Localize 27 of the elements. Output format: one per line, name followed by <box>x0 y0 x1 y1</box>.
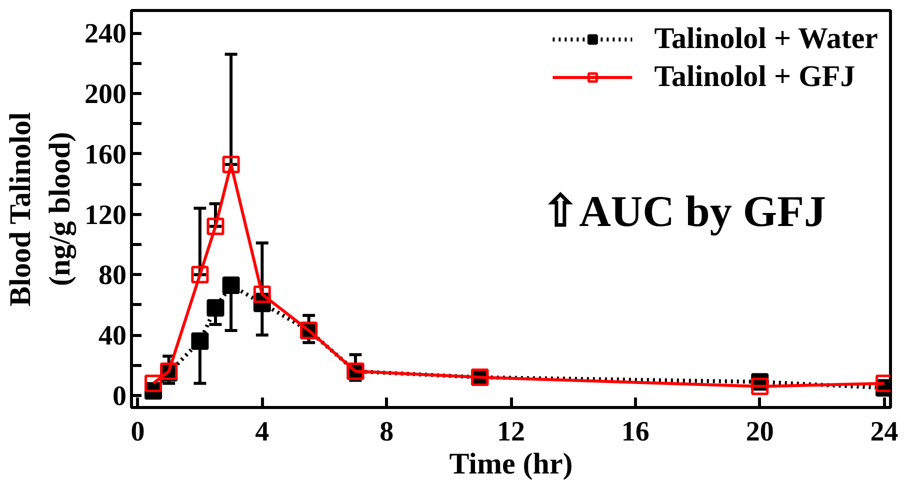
x-tick-label: 20 <box>746 416 774 448</box>
y-tick-label: 160 <box>84 139 126 170</box>
point <box>253 286 271 304</box>
y-axis-title: Blood Talinolol (ng/g blood) <box>4 112 76 306</box>
y-tick-label: 40 <box>98 320 126 352</box>
x-tick-label: 12 <box>497 416 525 448</box>
point <box>222 156 240 174</box>
point <box>751 378 769 396</box>
x-tick-label: 16 <box>621 416 650 448</box>
y-tick-label: 0 <box>112 380 126 412</box>
y-tick-label: 240 <box>84 18 126 50</box>
point <box>144 374 162 392</box>
y-tick-label: 120 <box>84 200 126 231</box>
legend-label: Talinolol + Water <box>654 22 878 56</box>
point <box>222 276 240 294</box>
y-tick-label: 80 <box>98 260 126 292</box>
x-axis-title: Time (hr) <box>449 448 573 480</box>
x-tick-label: 4 <box>255 416 270 448</box>
point <box>206 299 224 317</box>
point <box>191 332 209 350</box>
x-tick-label: 24 <box>870 416 898 448</box>
point <box>191 266 209 284</box>
x-tick-label: 8 <box>380 416 394 448</box>
legend-label: Talinolol + GFJ <box>654 60 856 94</box>
annotation: ⇧AUC by GFJ <box>542 186 826 236</box>
point <box>206 218 224 236</box>
y-tick-label: 200 <box>84 79 126 110</box>
